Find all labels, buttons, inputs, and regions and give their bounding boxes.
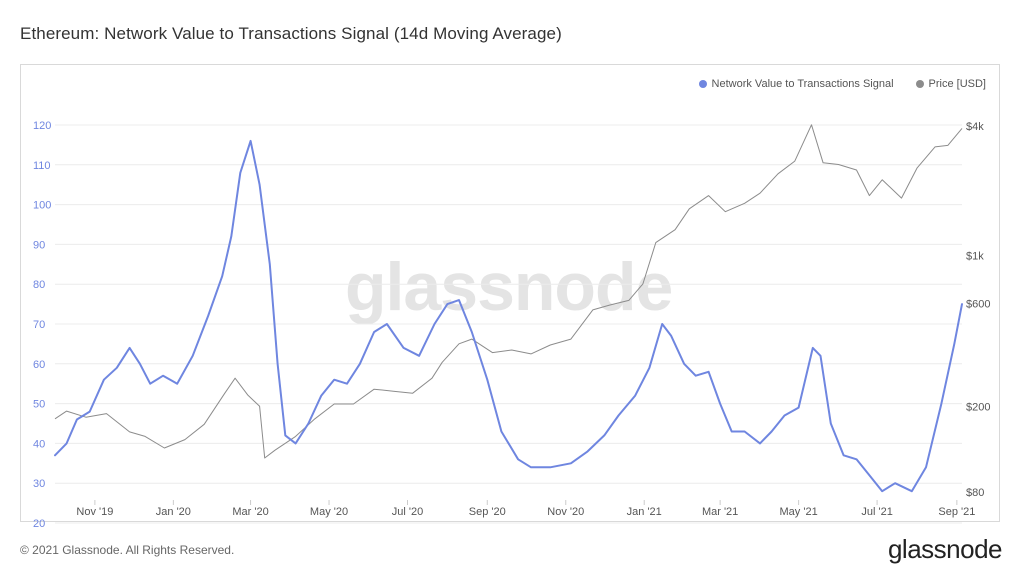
y-left-tick-label: 30 [33, 478, 45, 490]
x-tick-label: Jan '20 [156, 506, 191, 518]
x-tick-label: Jul '21 [861, 506, 892, 518]
y-right-tick-label: $80 [966, 487, 984, 499]
y-left-tick-label: 100 [33, 200, 51, 212]
copyright-text: © 2021 Glassnode. All Rights Reserved. [20, 543, 235, 557]
x-tick-label: Jan '21 [627, 506, 662, 518]
y-axis-right-ticks: $80 $200 $600 $1k $4k [966, 121, 990, 499]
x-tick-label: May '21 [780, 506, 818, 518]
y-left-tick-label: 20 [33, 518, 45, 530]
x-tick-label: Nov '19 [76, 506, 113, 518]
watermark: glassnode [345, 249, 673, 325]
y-axis-left-ticks: 20 30 40 50 60 70 80 90 100 110 120 [33, 120, 51, 530]
y-left-tick-label: 80 [33, 279, 45, 291]
x-axis-ticks: Nov '19 Jan '20 Mar '20 May '20 Jul '20 Sep '… [76, 500, 975, 518]
y-left-tick-label: 110 [33, 160, 51, 172]
x-tick-label: Jul '20 [392, 506, 423, 518]
y-left-tick-label: 40 [33, 438, 45, 450]
x-tick-label: Mar '20 [232, 506, 268, 518]
x-tick-label: Nov '20 [547, 506, 584, 518]
y-left-tick-label: 50 [33, 399, 45, 411]
grid-lines [55, 124, 962, 524]
y-left-tick-label: 90 [33, 239, 45, 251]
y-right-tick-label: $200 [966, 401, 990, 413]
y-right-tick-label: $1k [966, 251, 984, 263]
nvts-series-line [54, 139, 963, 493]
price-series-line [54, 124, 963, 459]
legend-label-price: Price [USD] [928, 78, 986, 90]
legend-item-price[interactable]: Price [USD] [915, 78, 986, 90]
x-tick-label: May '20 [310, 506, 348, 518]
x-tick-label: Mar '21 [702, 506, 738, 518]
series-lines [54, 124, 963, 493]
y-right-tick-label: $600 [966, 298, 990, 310]
page-title: Ethereum: Network Value to Transactions … [20, 24, 562, 43]
y-left-tick-label: 120 [33, 120, 51, 132]
chart-legend: Network Value to Transactions Signal Pri… [698, 78, 986, 90]
legend-item-nvts[interactable]: Network Value to Transactions Signal [698, 78, 894, 90]
legend-dot-price [915, 80, 924, 88]
y-left-tick-label: 60 [33, 359, 45, 371]
x-tick-label: Sep '21 [938, 506, 975, 518]
legend-dot-nvts [698, 80, 707, 88]
legend-label-nvts: Network Value to Transactions Signal [711, 78, 894, 90]
x-tick-label: Sep '20 [469, 506, 506, 518]
chart-card [20, 64, 1000, 522]
brand-logo: glassnode [887, 534, 1003, 564]
y-right-tick-label: $4k [966, 121, 984, 133]
y-left-tick-label: 70 [33, 319, 45, 331]
